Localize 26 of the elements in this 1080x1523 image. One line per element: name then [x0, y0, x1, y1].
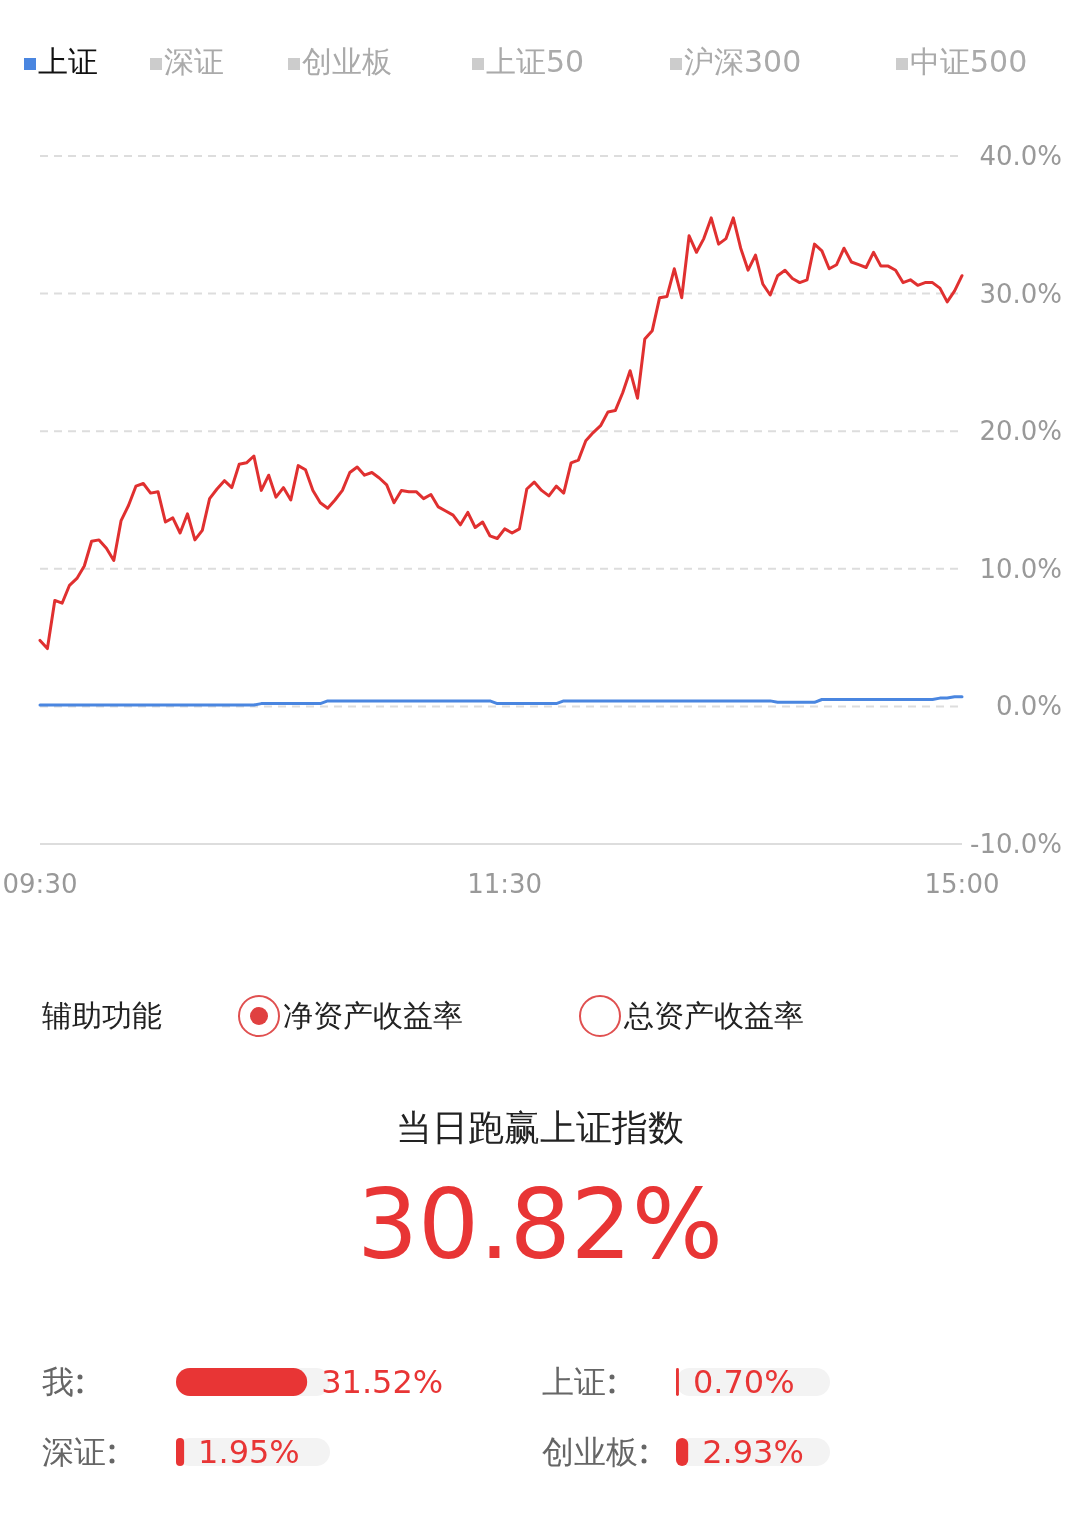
text: 30.82%: [356, 1169, 724, 1281]
text: 深证: [164, 44, 224, 79]
y-tick-label: 我: [42, 1363, 74, 1401]
data-label: 0.70%: [692, 1363, 795, 1401]
data-label: 31.52%: [321, 1363, 444, 1401]
data-label: 1.95%: [198, 1433, 300, 1471]
y-tick-label: 20.0%: [979, 416, 1062, 447]
text: 当日跑赢上证指数: [396, 1107, 684, 1148]
data-label: 2.93%: [702, 1433, 804, 1471]
text: 总资产收益率: [623, 998, 804, 1033]
y-tick-label: 30.0%: [979, 278, 1062, 309]
text: 中证500: [910, 44, 1028, 79]
y-tick-label: 40.0%: [979, 141, 1062, 171]
y-tick-label: -10.0%: [970, 829, 1062, 859]
x-tick-label: 11:30: [467, 869, 543, 899]
text: 上证50: [486, 44, 585, 79]
y-tick-label: 10.0%: [979, 553, 1062, 584]
line-series: [38, 216, 964, 651]
text: 辅助功能: [42, 998, 162, 1033]
text: 创业板: [302, 44, 392, 79]
line-series: [38, 695, 964, 707]
text: 净资产收益率: [283, 998, 463, 1033]
x-tick-label: 15:00: [924, 869, 1000, 899]
text: 沪深300: [684, 44, 802, 79]
x-tick-label: 09:30: [2, 869, 78, 899]
y-tick-label: 0.0%: [995, 691, 1062, 722]
